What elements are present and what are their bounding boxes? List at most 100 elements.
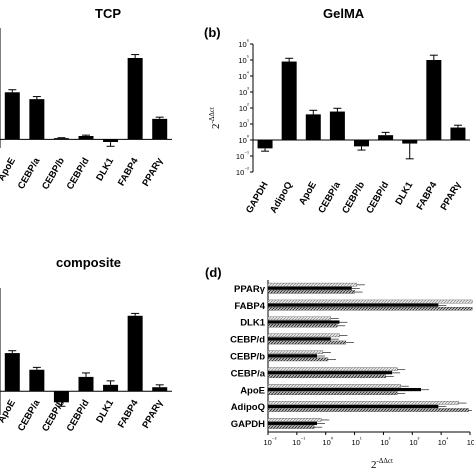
composite-bar <box>4 353 20 392</box>
horizontal-x-tick-label: 10³ <box>409 437 419 447</box>
composite-category-label: CEBP/b <box>40 398 67 434</box>
horizontal-bar <box>268 303 439 307</box>
horizontal-bar <box>267 316 331 321</box>
horizontal-bar <box>267 290 355 294</box>
composite-category-label: DLK1 <box>94 397 116 425</box>
horizontal-bar <box>268 286 352 290</box>
composite-bar <box>78 376 94 392</box>
gelma-bar <box>257 140 273 149</box>
horizontal-bar <box>268 354 318 358</box>
horizontal-category-label: DLK1 <box>240 318 266 329</box>
horizontal-category-label: CEBP/b <box>230 352 265 363</box>
horizontal-bar <box>267 340 347 345</box>
composite-bar <box>29 369 45 392</box>
tcp-bar <box>53 138 69 140</box>
horizontal-bar <box>267 374 386 379</box>
gelma-category-label: AdipoQ <box>268 180 295 215</box>
horizontal-x-tick-label: 10⁵ <box>467 436 474 447</box>
gelma-y-tick-label: 10⁻¹ <box>236 151 249 161</box>
horizontal-bar <box>267 401 459 405</box>
gelma-y-axis-label: 2-ΔΔct <box>208 107 222 129</box>
tcp-bar <box>103 139 119 142</box>
tcp-bar <box>78 136 94 140</box>
horizontal-bar <box>267 306 473 311</box>
horizontal-bar <box>267 333 340 338</box>
gelma-y-tick-label: 10¹ <box>239 119 249 129</box>
horizontal-chart: 10⁻² 10⁻¹ 10⁰ 10¹ 10² 10³ 10⁴ 10⁵ PPARγ FABP4 DLK1… <box>230 280 474 447</box>
composite-category-label: FABP4 <box>116 397 141 430</box>
horizontal-bar <box>267 282 358 287</box>
composite-bar <box>103 384 119 392</box>
panel-b-label: (b) <box>204 25 221 40</box>
horizontal-bar <box>268 320 340 324</box>
gelma-category-label: ApoE <box>297 180 319 207</box>
gelma-bar <box>426 60 442 140</box>
horizontal-bar <box>268 387 421 392</box>
gelma-bar <box>378 135 394 140</box>
horizontal-x-axis-label-base: 2 <box>371 459 377 471</box>
horizontal-category-label: CEBP/d <box>230 335 265 346</box>
gelma-y-tick-label: 10⁶ <box>238 38 249 49</box>
horizontal-category-label: CEBP/a <box>231 368 266 379</box>
horizontal-bar <box>268 371 393 375</box>
gelma-bar <box>354 140 369 147</box>
gelma-y-tick-label: 10² <box>239 103 249 113</box>
horizontal-x-axis-label-exp: -ΔΔct <box>377 457 393 465</box>
gelma-y-tick-label: 10⁰ <box>238 134 249 145</box>
horizontal-category-label: GAPDH <box>231 419 265 430</box>
horizontal-bar <box>267 425 315 429</box>
gelma-bar <box>329 111 345 140</box>
gelma-y-tick-label: 10⁵ <box>238 54 249 65</box>
horizontal-bar <box>268 337 331 341</box>
horizontal-bar <box>268 421 318 425</box>
gelma-chart: 10⁻² 10⁻¹ 10⁰ 10¹ 10² 10³ 10⁴ 10⁵ 10⁶ GAPDHAdipoQ… <box>236 38 470 216</box>
tcp-bar <box>29 99 45 140</box>
horizontal-bar <box>267 350 324 354</box>
tcp-category-label: DLK1 <box>94 155 116 183</box>
gelma-category-label: GAPDH <box>244 180 271 215</box>
gelma-category-label: DLK1 <box>393 179 415 207</box>
gelma-bar <box>305 114 321 140</box>
horizontal-bar <box>267 384 401 388</box>
composite-category-label: CEBP/d <box>65 398 92 434</box>
horizontal-x-tick-label: 10² <box>380 437 390 447</box>
horizontal-category-label: FABP4 <box>234 301 265 312</box>
horizontal-x-axis-label: 2-ΔΔct <box>371 457 393 471</box>
horizontal-category-label: ApoE <box>240 385 265 396</box>
composite-category-label: ApoE <box>0 398 18 425</box>
tcp-bar <box>152 118 168 140</box>
composite-bar <box>152 387 168 392</box>
horizontal-bar <box>267 367 398 371</box>
gelma-category-label: CEBP/d <box>364 180 391 216</box>
horizontal-bar <box>267 299 473 304</box>
gelma-title: GelMA <box>323 6 365 21</box>
horizontal-bar <box>267 391 398 395</box>
composite-bar <box>53 391 69 403</box>
tcp-title: TCP <box>95 6 121 21</box>
gelma-y-axis-label-base: 2 <box>210 123 222 129</box>
gelma-category-label: FABP4 <box>415 179 440 212</box>
horizontal-bar <box>267 408 469 412</box>
horizontal-x-tick-label: 10⁻¹ <box>292 437 305 447</box>
tcp-bar <box>4 92 20 140</box>
tcp-category-label: ApoE <box>0 156 18 183</box>
horizontal-category-label: AdipoQ <box>231 402 265 413</box>
svg-text:2-ΔΔct: 2-ΔΔct <box>208 107 222 129</box>
gelma-bar <box>281 61 297 140</box>
gelma-y-tick-label: 10⁻² <box>236 167 249 177</box>
gelma-bar <box>402 140 418 144</box>
composite-bar <box>127 315 143 392</box>
gelma-y-tick-label: 10⁴ <box>238 70 249 81</box>
gelma-bar <box>450 127 466 140</box>
horizontal-category-label: PPARγ <box>234 284 266 295</box>
tcp-category-label: CEBP/b <box>40 156 67 192</box>
horizontal-bar <box>268 404 439 409</box>
horizontal-bar <box>267 323 338 328</box>
tcp-category-label: FABP4 <box>116 155 141 188</box>
horizontal-x-tick-label: 10⁰ <box>322 436 333 447</box>
composite-category-label: PPARγ <box>140 397 165 430</box>
horizontal-bar <box>267 357 329 362</box>
